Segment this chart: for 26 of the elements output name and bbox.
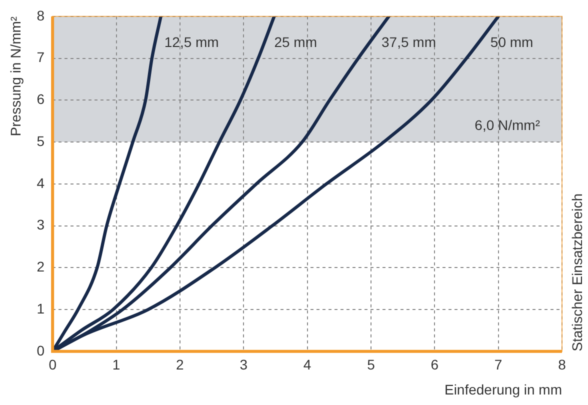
x-tick-label: 4: [303, 356, 312, 373]
y-tick-label: 1: [36, 300, 45, 316]
x-tick-label: 5: [367, 356, 376, 373]
y-axis-title: Pressung in N/mm²: [7, 16, 24, 136]
x-tick-label: 7: [494, 356, 502, 373]
series-label: 25 mm: [274, 34, 318, 50]
x-tick-label: 8: [558, 356, 566, 373]
y-tick-label: 6: [36, 91, 45, 108]
x-axis-title: Einfederung in mm: [444, 381, 562, 398]
series-label: 50 mm: [490, 34, 534, 50]
y-tick-label: 8: [36, 7, 45, 24]
y-tick-label: 7: [36, 49, 45, 66]
x-tick-label: 0: [48, 356, 57, 373]
series-label: 12,5 mm: [164, 34, 219, 50]
series-label: 37,5 mm: [382, 34, 436, 50]
y-tick-label: 5: [36, 132, 45, 149]
x-tick-label: 3: [240, 356, 248, 373]
x-tick-label: 6: [430, 356, 439, 373]
y-tick-label: 2: [36, 258, 45, 275]
x-tick-label: 1: [112, 356, 120, 373]
y-tick-label: 0: [36, 342, 45, 358]
band-label: 6,0 N/mm²: [474, 116, 540, 133]
text: Statischer Einsatzbereich: [568, 193, 585, 352]
y-tick-label: 3: [36, 216, 45, 233]
y-tick-label: 4: [36, 174, 45, 191]
x-tick-label: 2: [176, 356, 184, 373]
